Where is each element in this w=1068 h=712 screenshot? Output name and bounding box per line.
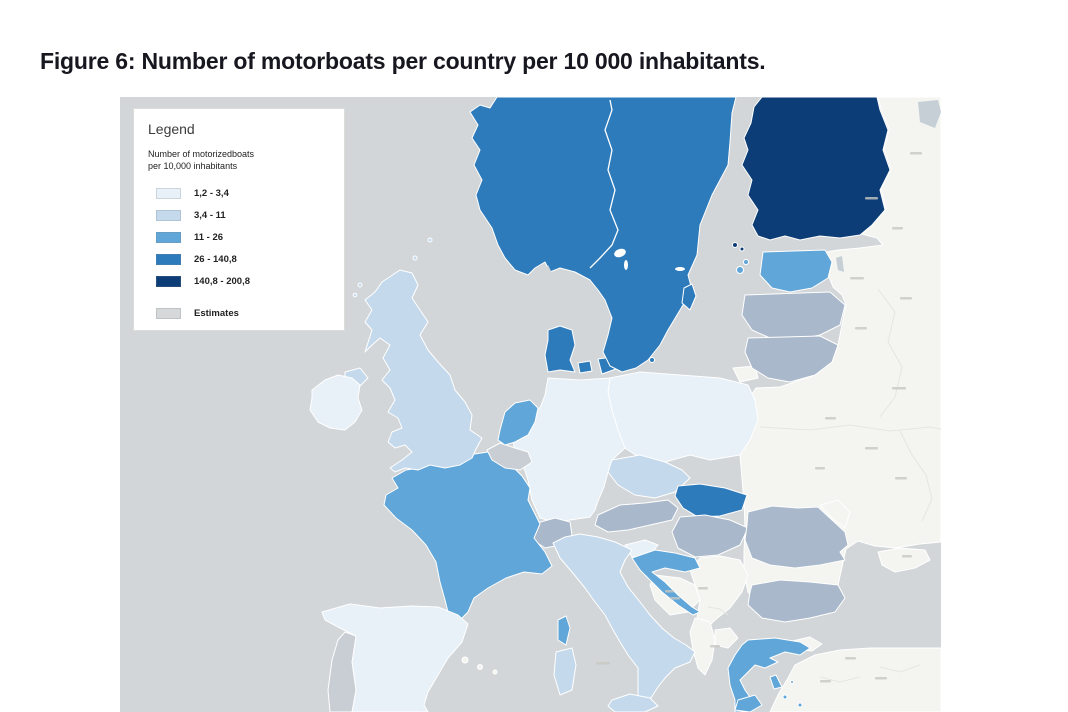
europe-choropleth-map: Legend Number of motorizedboats per 10,0… [120, 97, 941, 712]
legend-estimates-swatch [156, 307, 181, 319]
country-denmark-bornholm [649, 357, 655, 363]
country-france-corsica [557, 615, 571, 646]
country-finland [741, 97, 891, 241]
country-uk-hebrides [357, 282, 363, 288]
basemap-kaliningrad [732, 365, 759, 383]
legend-estimates-row: Estimates [148, 302, 334, 324]
country-denmark-jutland [544, 325, 576, 373]
legend-description-line2: per 10,000 inhabitants [148, 160, 238, 171]
legend-description: Number of motorizedboats per 10,000 inha… [148, 149, 334, 172]
basemap-north-macedonia [714, 627, 739, 649]
country-france [383, 451, 553, 621]
lake-vanern [614, 248, 626, 258]
country-finland-aland [739, 246, 745, 252]
legend-class-label: 1,2 - 3,4 [194, 187, 229, 199]
country-greece [727, 637, 811, 712]
basemap-land [461, 97, 941, 712]
legend-description-line1: Number of motorizedboats [148, 149, 255, 159]
country-portugal [327, 631, 357, 712]
lake-ladoga [918, 100, 941, 128]
country-hungary [671, 514, 749, 558]
legend-class-swatch [156, 275, 181, 287]
country-greece-island [797, 702, 803, 708]
legend-class-swatch [156, 209, 181, 221]
legend-title: Legend [148, 121, 195, 137]
legend-class-row: 26 - 140,8 [148, 248, 334, 270]
basemap-albania-montenegro [689, 617, 716, 676]
country-uk [364, 269, 483, 473]
legend-class-swatch [156, 253, 181, 265]
oslofjord [544, 265, 553, 275]
map-legend: Legend Number of motorizedboats per 10,0… [133, 108, 345, 331]
legend-estimates-label: Estimates [194, 307, 239, 319]
legend-class-swatch [156, 187, 181, 199]
legend-class-label: 140,8 - 200,8 [194, 275, 250, 287]
country-bulgaria [747, 579, 846, 623]
country-greece-island [790, 680, 794, 684]
legend-class-label: 26 - 140,8 [194, 253, 237, 265]
basemap-internal-borders [707, 288, 941, 683]
basemap-balearics [477, 664, 483, 670]
basemap-turkey [769, 647, 941, 712]
figure-title: Figure 6: Number of motorboats per count… [40, 48, 766, 74]
country-italy [552, 533, 696, 708]
lakes [544, 100, 941, 275]
country-italy-sardinia [553, 647, 577, 696]
country-estonia-saaremaa [736, 266, 744, 274]
country-greece-island [782, 694, 788, 700]
basemap-serbia [689, 555, 749, 631]
country-finland-aland [732, 242, 738, 248]
basemap-balearics [492, 669, 498, 675]
country-scandinavia [469, 97, 737, 373]
country-croatia [631, 549, 701, 616]
europe-map-svg [309, 97, 941, 712]
country-italy-sicily [607, 693, 659, 712]
legend-class-row: 3,4 - 11 [148, 204, 334, 226]
country-estonia-hiiumaa [743, 259, 749, 265]
legend-class-row: 1,2 - 3,4 [148, 182, 334, 204]
country-estonia [759, 249, 833, 293]
lake-vattern [624, 260, 628, 270]
country-poland [607, 371, 759, 463]
country-greece-euboea [769, 674, 783, 690]
country-latvia [741, 291, 846, 341]
legend-class-swatch [156, 231, 181, 243]
basemap-east-europe [739, 97, 941, 616]
country-slovakia [674, 483, 748, 518]
legend-class-label: 3,4 - 11 [194, 209, 226, 221]
norway-sweden-border [589, 99, 619, 269]
country-uk-hebrides [352, 292, 358, 298]
country-ireland [309, 374, 363, 431]
country-lithuania [744, 335, 839, 383]
basemap-label-blobs [596, 152, 922, 683]
choropleth-countries [309, 97, 891, 712]
lake-peipus [836, 256, 844, 272]
country-uk-orkney [412, 255, 418, 261]
legend-class-row: 11 - 26 [148, 226, 334, 248]
country-romania [744, 505, 849, 569]
country-sweden-gotland [681, 283, 697, 311]
country-czechia [607, 454, 691, 499]
country-uk-shetland [427, 237, 433, 243]
basemap-balearics [461, 656, 469, 664]
legend-class-row: 140,8 - 200,8 [148, 270, 334, 292]
lake-malaren [675, 267, 685, 271]
basemap-moldova [819, 499, 851, 529]
basemap-crimea [877, 547, 931, 573]
country-austria [594, 499, 679, 533]
legend-classes: 1,2 - 3,4 3,4 - 11 11 - 26 26 - 140,8 140,8 … [148, 182, 334, 292]
legend-class-label: 11 - 26 [194, 231, 224, 243]
country-netherlands [497, 399, 539, 446]
country-greece-peloponnese [734, 694, 763, 712]
country-denmark-funen [577, 360, 593, 374]
